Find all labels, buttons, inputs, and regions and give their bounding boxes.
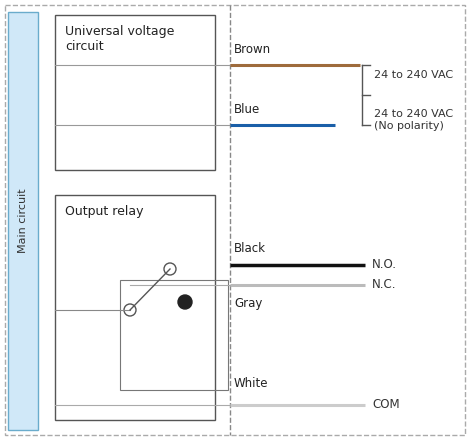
Bar — [120, 280, 228, 390]
Text: N.O.: N.O. — [372, 259, 397, 272]
Text: Universal voltage
circuit: Universal voltage circuit — [65, 25, 174, 53]
Text: Black: Black — [234, 242, 266, 255]
Text: 24 to 240 VAC: 24 to 240 VAC — [374, 70, 453, 80]
Bar — [8, 12, 38, 430]
Text: COM: COM — [372, 399, 400, 412]
Text: Output relay: Output relay — [65, 205, 144, 218]
Text: Blue: Blue — [234, 103, 260, 116]
Text: Gray: Gray — [234, 297, 263, 310]
Bar — [55, 15, 215, 170]
Bar — [55, 195, 215, 420]
Circle shape — [124, 304, 136, 316]
Text: N.C.: N.C. — [372, 279, 396, 291]
Circle shape — [178, 295, 192, 309]
Text: Main circuit: Main circuit — [18, 189, 28, 253]
Text: White: White — [234, 377, 268, 390]
Text: 24 to 240 VAC
(No polarity): 24 to 240 VAC (No polarity) — [374, 109, 453, 131]
Circle shape — [164, 263, 176, 275]
Text: Brown: Brown — [234, 43, 271, 56]
